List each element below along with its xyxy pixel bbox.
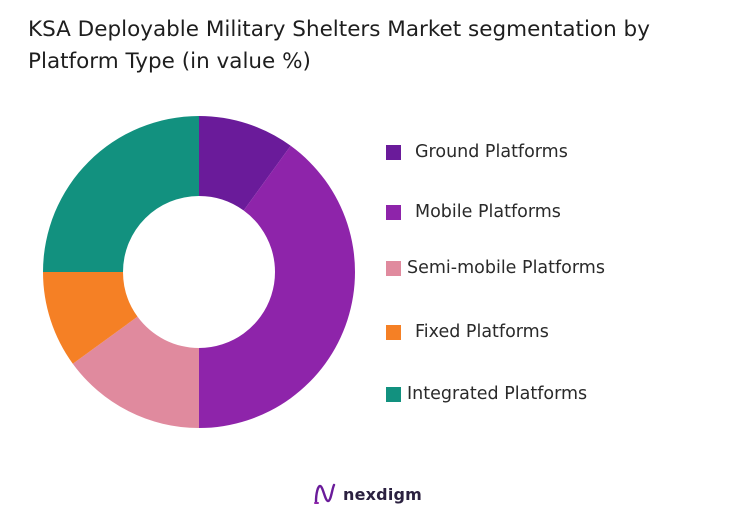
donut-slice-integrated-platforms[interactable] [43, 116, 199, 272]
legend-label-fixed-platforms: Fixed Platforms [415, 322, 549, 342]
legend-swatch-mobile-platforms [386, 204, 401, 220]
brand-name: nexdigm [343, 484, 423, 504]
donut-slice-semi-mobile-platforms[interactable] [72, 316, 199, 428]
chart-title: KSA Deployable Military Shelters Market … [28, 14, 728, 78]
legend-item-semi-mobile-platforms[interactable]: Semi-mobile Platforms [386, 256, 605, 280]
nexdigm-logo-icon [314, 483, 336, 504]
legend-label-integrated-platforms: Integrated Platforms [407, 384, 588, 404]
legend-item-ground-platforms[interactable]: Ground Platforms [386, 140, 568, 164]
chart-title-line-1: KSA Deployable Military Shelters Market … [28, 17, 650, 42]
legend-label-semi-mobile-platforms: Semi-mobile Platforms [407, 258, 605, 278]
legend-item-fixed-platforms[interactable]: Fixed Platforms [386, 320, 549, 344]
brand-footer: nexdigm [312, 480, 422, 508]
legend-label-mobile-platforms: Mobile Platforms [415, 202, 561, 222]
legend-item-mobile-platforms[interactable]: Mobile Platforms [386, 200, 561, 224]
legend-item-integrated-platforms[interactable]: Integrated Platforms [386, 382, 587, 406]
legend-swatch-fixed-platforms [386, 324, 401, 340]
legend-swatch-integrated-platforms [386, 386, 401, 402]
chart-legend: Ground Platforms Mobile Platforms Semi-m… [386, 0, 726, 528]
donut-slice-fixed-platforms[interactable] [43, 272, 138, 364]
legend-label-ground-platforms: Ground Platforms [415, 142, 568, 162]
legend-swatch-ground-platforms [386, 144, 401, 160]
donut-slice-mobile-platforms[interactable] [199, 145, 356, 429]
chart-title-line-2: Platform Type (in value %) [28, 49, 311, 74]
legend-swatch-semi-mobile-platforms [386, 260, 401, 276]
donut-slice-ground-platforms[interactable] [199, 116, 291, 211]
